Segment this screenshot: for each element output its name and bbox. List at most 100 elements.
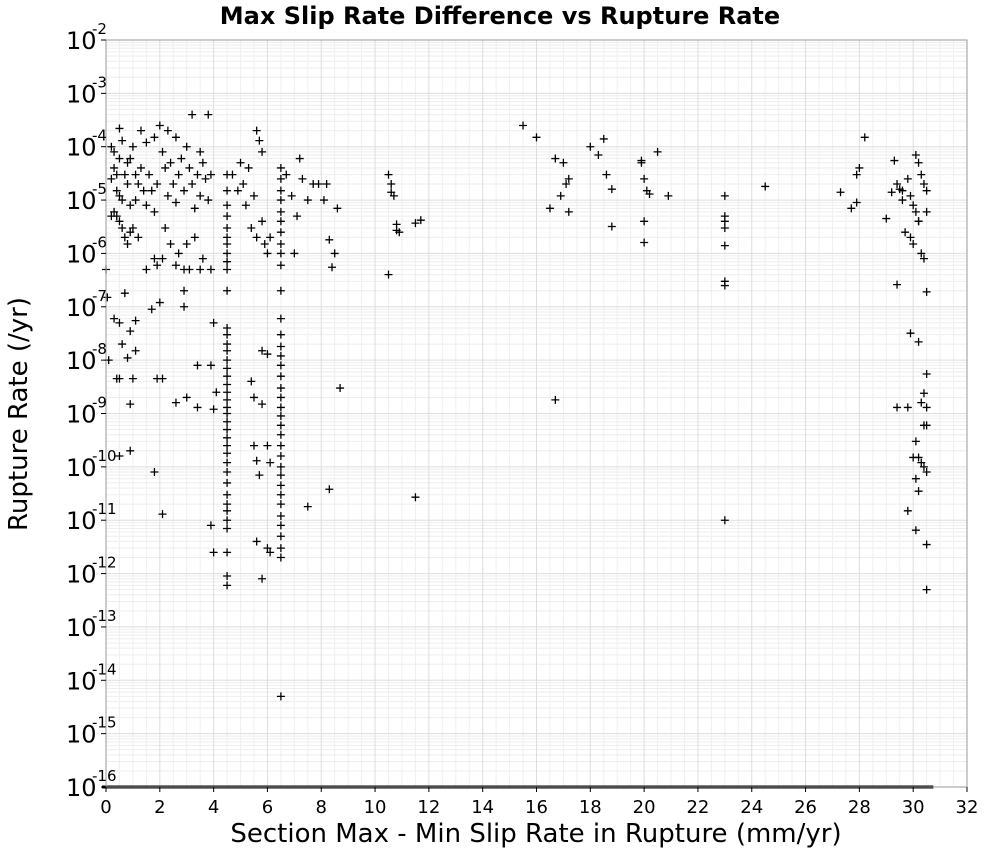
data-point (564, 174, 573, 183)
data-point (103, 293, 112, 302)
data-point (198, 254, 207, 263)
data-point (911, 474, 920, 483)
data-point (131, 196, 140, 205)
data-point (115, 217, 124, 226)
data-point (193, 170, 202, 179)
data-point (223, 490, 232, 499)
data-point (118, 196, 127, 205)
data-point (893, 180, 902, 189)
data-point (852, 170, 861, 179)
y-tick-label: 10-3 (66, 73, 107, 108)
data-point (322, 180, 331, 189)
data-point (276, 228, 285, 237)
data-point (893, 403, 902, 412)
data-point (223, 346, 232, 355)
y-tick-base: 10 (66, 294, 97, 322)
data-point (171, 133, 180, 142)
data-point (112, 170, 121, 179)
data-point (276, 196, 285, 205)
y-tick-label: 10-7 (66, 287, 107, 322)
data-point (223, 364, 232, 373)
data-point (252, 456, 261, 465)
data-point (107, 212, 116, 221)
data-point (188, 180, 197, 189)
data-point (922, 369, 931, 378)
data-point (249, 191, 258, 200)
data-point (266, 458, 275, 467)
data-point (919, 180, 928, 189)
data-point (276, 544, 285, 553)
data-point (158, 510, 167, 519)
data-point (882, 214, 891, 223)
data-point (223, 478, 232, 487)
y-tick-base: 10 (66, 401, 97, 429)
data-point (158, 374, 167, 383)
data-point (909, 453, 918, 462)
data-point (917, 398, 926, 407)
y-tick-label: 10-5 (66, 180, 107, 215)
data-point (917, 458, 926, 467)
data-point (128, 374, 137, 383)
data-point (847, 204, 856, 213)
data-point (276, 403, 285, 412)
data-point (909, 201, 918, 210)
data-point (917, 170, 926, 179)
data-point (223, 433, 232, 442)
y-tick-exponent: -4 (92, 127, 107, 145)
data-point (599, 134, 608, 143)
data-point (123, 180, 132, 189)
data-point (223, 380, 232, 389)
data-point (223, 212, 232, 221)
data-point (223, 257, 232, 266)
data-point (276, 532, 285, 541)
data-point (196, 147, 205, 156)
data-point (252, 126, 261, 135)
data-point (169, 180, 178, 189)
y-tick-exponent: -13 (92, 607, 117, 625)
data-point (118, 340, 127, 349)
data-point (325, 485, 334, 494)
data-point (223, 265, 232, 274)
data-point (142, 201, 151, 210)
data-point (150, 133, 159, 142)
data-point (206, 265, 215, 274)
data-point (387, 180, 396, 189)
data-point (911, 150, 920, 159)
data-point (118, 223, 127, 232)
data-point (223, 425, 232, 434)
data-point (223, 186, 232, 195)
data-point (919, 462, 928, 471)
data-point (182, 393, 191, 402)
data-point (171, 398, 180, 407)
data-point (922, 186, 931, 195)
data-point (287, 191, 296, 200)
data-point (110, 314, 119, 323)
data-point (188, 110, 197, 119)
data-point (319, 196, 328, 205)
data-point (903, 403, 912, 412)
data-point (120, 289, 129, 298)
data-point (922, 287, 931, 296)
data-point (295, 154, 304, 163)
data-point (223, 449, 232, 458)
data-point (212, 388, 221, 397)
data-point (914, 217, 923, 226)
data-point (223, 286, 232, 295)
data-point (115, 154, 124, 163)
data-point (330, 249, 339, 258)
data-point (145, 170, 154, 179)
y-tick-exponent: -12 (92, 554, 117, 572)
data-point (562, 180, 571, 189)
data-point (123, 158, 132, 167)
data-point (607, 185, 616, 194)
x-tick-label: 0 (100, 797, 111, 818)
data-point (903, 506, 912, 515)
data-point (919, 389, 928, 398)
data-point (602, 170, 611, 179)
x-axis-label: Section Max - Min Slip Rate in Rupture (… (230, 819, 841, 849)
data-point (255, 471, 264, 480)
data-point (126, 400, 135, 409)
data-point (249, 393, 258, 402)
data-point (389, 191, 398, 200)
x-tick-label: 10 (364, 797, 387, 818)
